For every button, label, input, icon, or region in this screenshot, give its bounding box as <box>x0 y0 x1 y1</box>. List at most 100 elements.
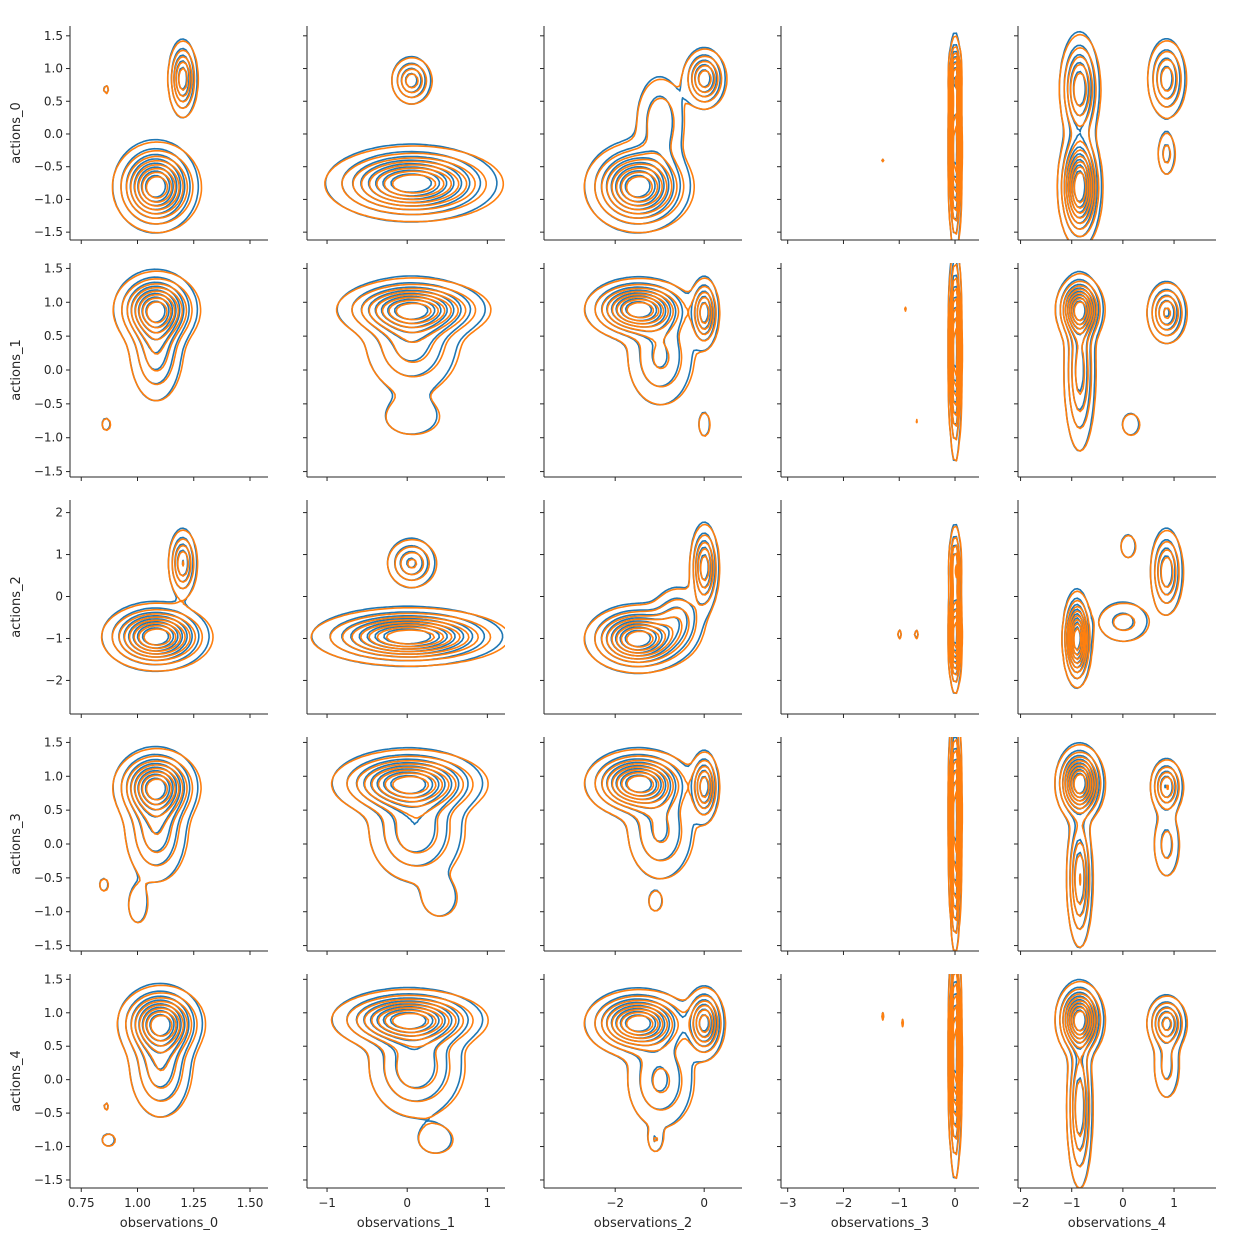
y-tick-label: 1.0 <box>44 769 63 783</box>
y-axis-label-actions_0: actions_0 <box>9 102 24 164</box>
y-tick-label: −1.5 <box>34 465 63 479</box>
x-tick-label: −3 <box>779 1196 797 1210</box>
x-tick-label: 0 <box>951 1196 959 1210</box>
x-tick-label: 1 <box>1170 1196 1178 1210</box>
contour-level-1 <box>121 278 193 386</box>
contour-level-2 <box>341 551 479 658</box>
contour-level-1 <box>948 974 963 1156</box>
x-tick-label: 1.50 <box>237 1196 264 1210</box>
contour-level-0 <box>897 525 964 695</box>
contour-level-0 <box>583 986 727 1153</box>
contour-level-7 <box>625 1014 654 1033</box>
contour-level-0 <box>1061 529 1185 689</box>
y-tick-label: −2 <box>45 673 63 687</box>
contour-level-4 <box>134 767 180 818</box>
contour-level-0 <box>335 277 492 436</box>
contour-level-7 <box>143 628 172 646</box>
panel-actions_3-observations_4 <box>1014 737 1216 955</box>
x-tick-label: 1.25 <box>180 1196 207 1210</box>
contour-level-3 <box>606 64 716 215</box>
contour-level-5 <box>616 769 665 801</box>
y-axis-label-actions_4: actions_4 <box>9 1050 24 1112</box>
contour-level-7 <box>392 775 430 795</box>
contour-level-1 <box>346 994 474 1103</box>
contour-level-4 <box>134 67 188 211</box>
y-axis-label-actions_3: actions_3 <box>9 813 24 875</box>
series-1-contours <box>1054 272 1188 452</box>
contour-level-5 <box>615 624 667 654</box>
contour-level-1 <box>948 536 963 683</box>
contour-level-6 <box>1071 622 1083 657</box>
contour-level-3 <box>130 286 184 355</box>
panel-actions_4-observations_0: −1.5 −1.0 −0.5 0.0 0.5 1.0 1.5 0.75 1.00 1.25 1.50 <box>34 972 268 1210</box>
panel-actions_0-observations_0: −1.5 −1.0 −0.5 0.0 0.5 1.0 1.5 <box>34 26 268 244</box>
contour-level-4 <box>611 293 710 328</box>
y-axis-label-actions_2: actions_2 <box>9 576 24 638</box>
series-1-contours <box>904 263 964 462</box>
contour-level-4 <box>1066 763 1169 886</box>
contour-level-1 <box>351 283 477 378</box>
contour-level-5 <box>1069 1003 1092 1040</box>
y-tick-label: 0.5 <box>44 803 63 817</box>
y-tick-label: 1 <box>55 548 63 562</box>
contour-level-1 <box>120 755 194 867</box>
panel-actions_1-observations_2 <box>540 263 742 481</box>
panel-actions_1-observations_0: −1.5 −1.0 −0.5 0.0 0.5 1.0 1.5 <box>34 261 268 481</box>
contour-level-7 <box>625 175 653 199</box>
x-tick-label: −2 <box>835 1196 853 1210</box>
contour-level-3 <box>368 290 459 343</box>
series-1-contours <box>1054 980 1189 1188</box>
contour-level-5 <box>137 771 176 811</box>
y-tick-label: −1.5 <box>34 1173 63 1187</box>
contour-level-6 <box>1071 297 1090 326</box>
panel-actions_1-observations_4 <box>1014 263 1216 481</box>
contour-level-5 <box>133 622 182 652</box>
x-tick-label: 0.75 <box>68 1196 95 1210</box>
y-tick-label: 0.5 <box>44 94 63 108</box>
series-1-contours <box>310 538 505 667</box>
contour-level-0 <box>101 982 204 1147</box>
panel-actions_0-observations_3 <box>777 26 979 244</box>
contour-level-1 <box>594 55 723 225</box>
contour-level-6 <box>141 297 172 329</box>
contour-level-1 <box>329 546 492 662</box>
contour-level-0 <box>103 40 203 234</box>
contour-level-5 <box>377 1007 444 1037</box>
x-tick-label: −2 <box>606 1196 624 1210</box>
series-0-contours <box>584 275 720 437</box>
contour-level-3 <box>130 764 184 836</box>
series-1-contours <box>897 525 964 695</box>
contour-level-3 <box>606 290 713 332</box>
contour-level-2 <box>1063 56 1178 230</box>
contour-level-5 <box>1069 160 1091 214</box>
series-1-contours <box>324 56 505 223</box>
contour-level-6 <box>138 625 177 650</box>
panel-actions_3-observations_2 <box>540 737 742 955</box>
contour-level-5 <box>1070 618 1085 661</box>
y-tick-label: 1.5 <box>44 29 63 43</box>
contour-level-7 <box>150 1014 173 1037</box>
series-1-contours <box>100 529 214 672</box>
contour-level-4 <box>368 164 460 204</box>
contour-level-5 <box>381 296 446 329</box>
contour-level-6 <box>621 298 660 322</box>
contour-level-5 <box>377 769 444 803</box>
contour-level-1 <box>1059 988 1183 1168</box>
contour-level-1 <box>120 49 196 225</box>
contour-level-6 <box>384 1009 437 1034</box>
y-tick-label: 2 <box>55 506 63 520</box>
contour-level-1 <box>594 755 717 862</box>
contour-level-3 <box>1064 760 1174 906</box>
contour-level-7 <box>1073 171 1087 204</box>
contour-level-1 <box>1064 540 1180 680</box>
panel-actions_2-observations_4 <box>1014 500 1216 718</box>
contour-level-2 <box>130 997 193 1089</box>
x-axis-label-observations_1: observations_1 <box>357 1216 455 1231</box>
series-1-contours <box>583 48 728 234</box>
y-tick-label: −1.5 <box>34 939 63 953</box>
contour-level-0 <box>904 263 964 462</box>
contour-level-0 <box>1054 980 1189 1188</box>
contour-level-0 <box>101 984 207 1147</box>
series-0-contours <box>101 268 199 431</box>
